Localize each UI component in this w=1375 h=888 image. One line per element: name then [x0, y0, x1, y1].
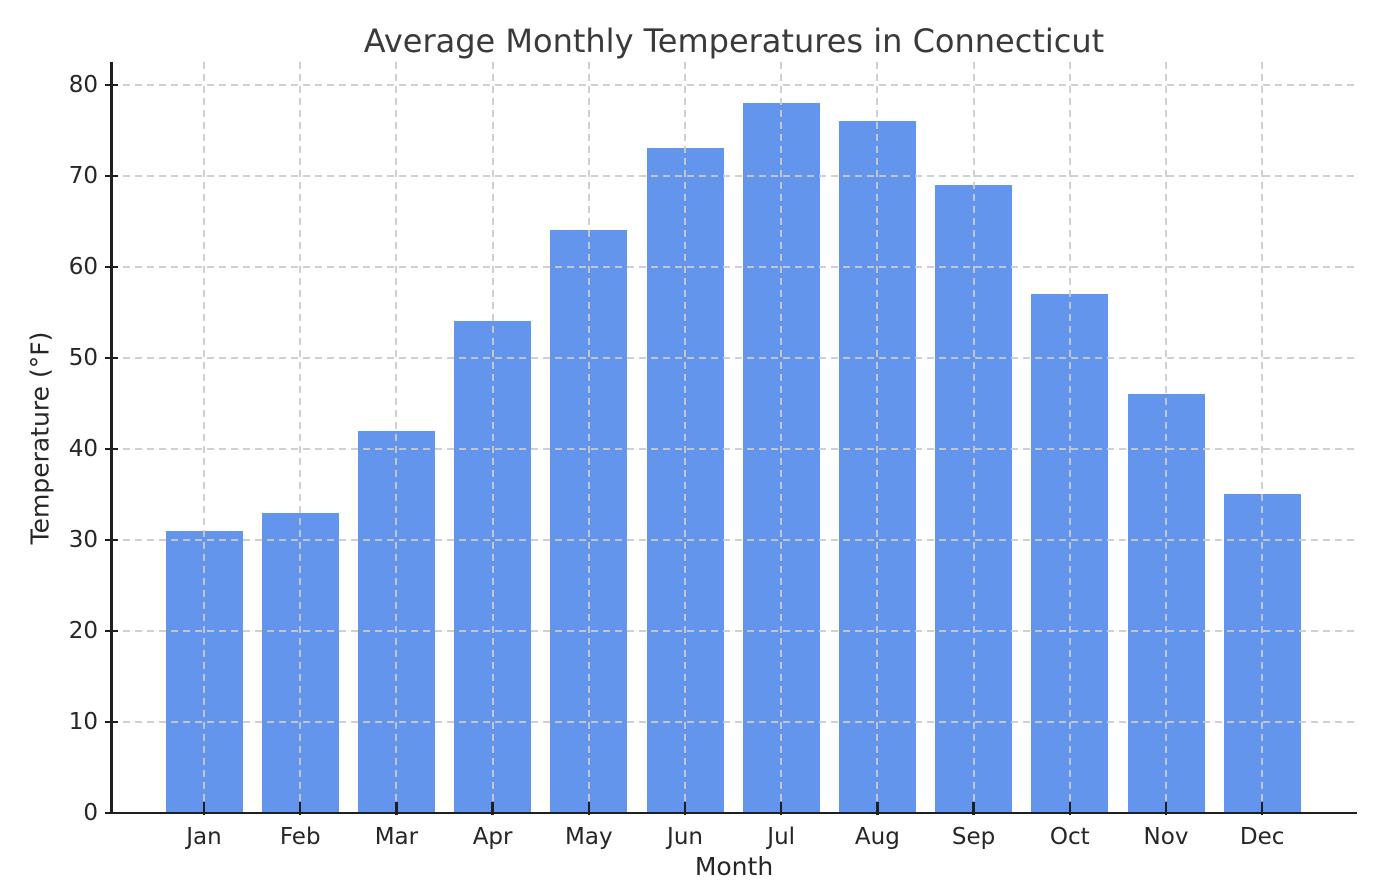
- y-tick-label-50: 50: [68, 344, 98, 371]
- x-tick-label-aug: Aug: [854, 824, 900, 850]
- x-axis-label: Month: [694, 852, 774, 881]
- y-axis-label: Temperature (°F): [25, 331, 55, 545]
- y-tick-label-20: 20: [68, 617, 98, 644]
- x-tick-label-jan: Jan: [186, 824, 222, 850]
- x-tick-label-may: May: [565, 824, 613, 850]
- x-tick-label-mar: Mar: [374, 824, 419, 850]
- chart-title: Average Monthly Temperatures in Connecti…: [363, 22, 1105, 60]
- y-tick-label-70: 70: [68, 162, 98, 189]
- x-axis-spine: [110, 811, 1357, 814]
- y-axis-spine: [110, 62, 113, 813]
- y-tick-label-40: 40: [68, 435, 98, 462]
- x-tick-label-jul: Jul: [767, 824, 796, 850]
- x-tick-label-dec: Dec: [1239, 824, 1285, 850]
- x-tick-label-feb: Feb: [279, 824, 321, 850]
- y-tick-label-80: 80: [68, 71, 98, 98]
- y-tick-label-30: 30: [68, 526, 98, 553]
- y-tick-label-60: 60: [68, 253, 98, 280]
- ticks-layer: 0 10 20 30 40 50 60 70 80 Jan Feb Mar Apr May Jun Jul Au…: [69, 62, 1357, 850]
- x-tick-label-sep: Sep: [951, 824, 996, 850]
- x-tick-label-oct: Oct: [1049, 824, 1090, 850]
- y-tick-label-0: 0: [83, 800, 98, 826]
- y-tick-label-10: 10: [68, 708, 98, 735]
- x-tick-label-nov: Nov: [1143, 824, 1189, 850]
- plot-area: 0 10 20 30 40 50 60 70 80 Jan Feb Mar Apr May Jun Jul Au…: [69, 62, 1357, 850]
- x-tick-label-jun: Jun: [667, 824, 703, 850]
- x-tick-label-apr: Apr: [472, 824, 513, 850]
